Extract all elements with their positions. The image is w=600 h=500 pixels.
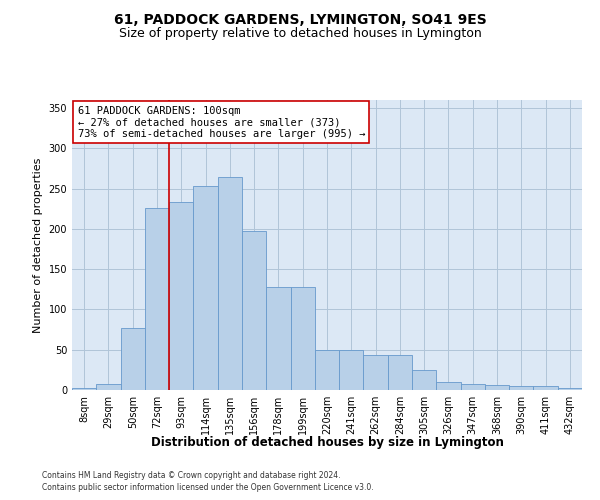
Bar xyxy=(533,386,558,390)
Text: Contains public sector information licensed under the Open Government Licence v3: Contains public sector information licen… xyxy=(42,484,374,492)
Bar xyxy=(121,328,145,390)
Bar xyxy=(266,287,290,390)
Bar xyxy=(485,385,509,390)
Bar xyxy=(218,176,242,390)
Bar xyxy=(436,382,461,390)
Bar xyxy=(412,370,436,390)
Text: 61, PADDOCK GARDENS, LYMINGTON, SO41 9ES: 61, PADDOCK GARDENS, LYMINGTON, SO41 9ES xyxy=(113,12,487,26)
Bar xyxy=(558,388,582,390)
Bar xyxy=(509,386,533,390)
Y-axis label: Number of detached properties: Number of detached properties xyxy=(33,158,43,332)
Text: Distribution of detached houses by size in Lymington: Distribution of detached houses by size … xyxy=(151,436,503,449)
Bar xyxy=(96,384,121,390)
Text: 61 PADDOCK GARDENS: 100sqm
← 27% of detached houses are smaller (373)
73% of sem: 61 PADDOCK GARDENS: 100sqm ← 27% of deta… xyxy=(77,106,365,139)
Bar xyxy=(169,202,193,390)
Bar xyxy=(242,230,266,390)
Bar xyxy=(364,354,388,390)
Bar xyxy=(388,354,412,390)
Bar xyxy=(72,388,96,390)
Bar xyxy=(290,287,315,390)
Bar xyxy=(315,350,339,390)
Bar xyxy=(193,186,218,390)
Bar xyxy=(461,384,485,390)
Text: Contains HM Land Registry data © Crown copyright and database right 2024.: Contains HM Land Registry data © Crown c… xyxy=(42,471,341,480)
Bar xyxy=(145,208,169,390)
Text: Size of property relative to detached houses in Lymington: Size of property relative to detached ho… xyxy=(119,28,481,40)
Bar xyxy=(339,350,364,390)
